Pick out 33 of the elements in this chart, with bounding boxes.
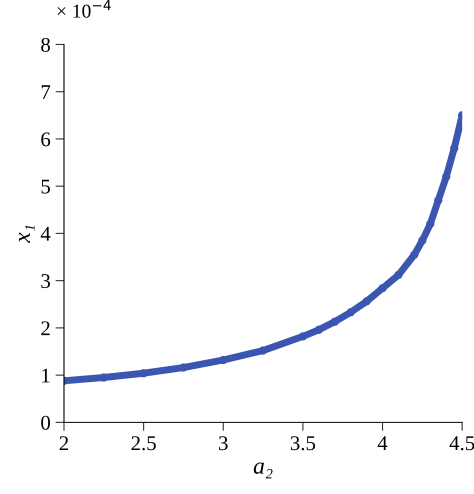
x-tick-label: 4 xyxy=(378,436,388,450)
point xyxy=(426,220,434,228)
y-tick-label: 4 xyxy=(40,226,50,241)
point xyxy=(450,144,458,153)
point xyxy=(434,196,442,205)
point xyxy=(394,270,403,280)
y-tick-label: 8 xyxy=(41,38,50,52)
point xyxy=(378,284,387,292)
y-tick-label: 1 xyxy=(42,368,50,382)
text: × 10$^{−4}$ xyxy=(58,0,111,18)
y-tick-label: 0 xyxy=(41,416,50,430)
point xyxy=(418,236,426,245)
point xyxy=(442,172,450,181)
y-axis-title: x₁ xyxy=(18,226,35,244)
x-tick-label: 2 xyxy=(60,436,68,450)
y-tick-label: 6 xyxy=(41,132,50,146)
x-tick-label: 3 xyxy=(219,436,228,450)
point xyxy=(362,297,371,306)
point xyxy=(346,308,355,316)
y-tick-label: 5 xyxy=(42,180,50,194)
point xyxy=(410,250,419,259)
y-tick-label: 7 xyxy=(42,85,50,99)
point xyxy=(298,332,308,341)
point xyxy=(258,346,268,355)
point xyxy=(330,318,339,326)
y-tick-label: 3 xyxy=(41,274,50,288)
point xyxy=(219,356,228,364)
x-tick-label: 4.5 xyxy=(450,436,474,450)
x-axis-title: a₂ xyxy=(254,462,273,478)
x-tick-label: 2.5 xyxy=(132,436,156,450)
point xyxy=(314,326,323,334)
y-tick-label: 2 xyxy=(41,321,50,336)
x-tick-label: 3.5 xyxy=(290,436,316,450)
